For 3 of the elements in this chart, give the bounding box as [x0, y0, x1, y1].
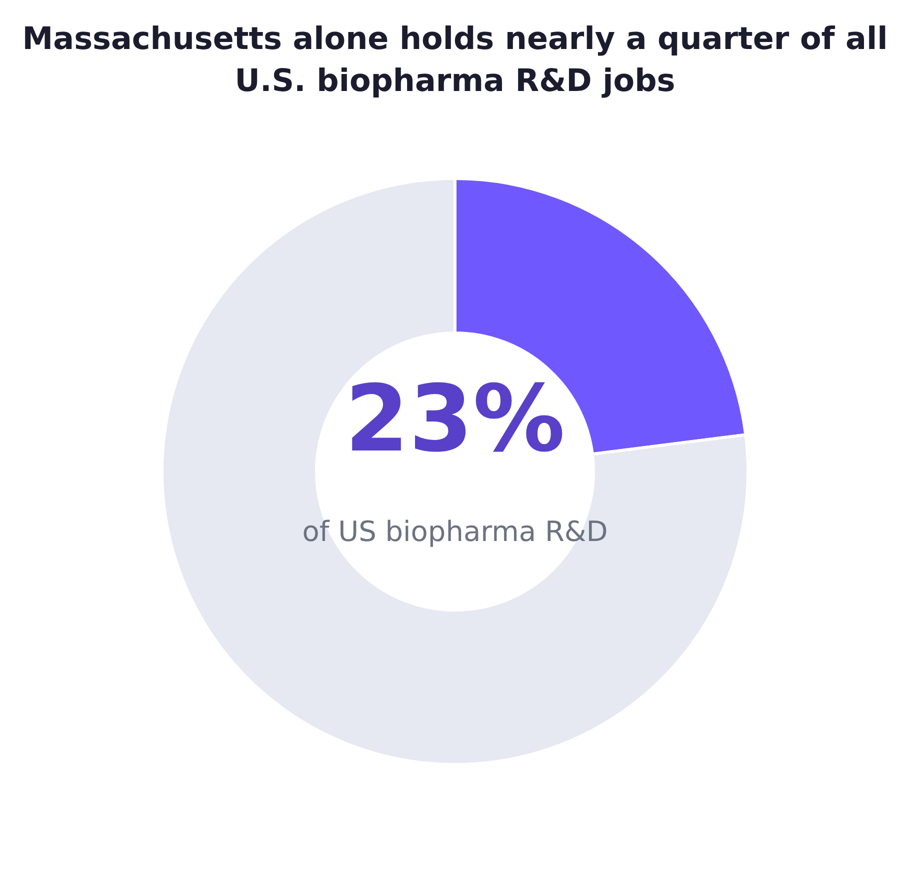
text: 23% [344, 365, 566, 472]
chart-title: Massachusetts alone holds nearly a quarter of all U.S. biopharma R&D jobs [21, 20, 889, 101]
text: of US biopharma R&D [302, 514, 608, 548]
